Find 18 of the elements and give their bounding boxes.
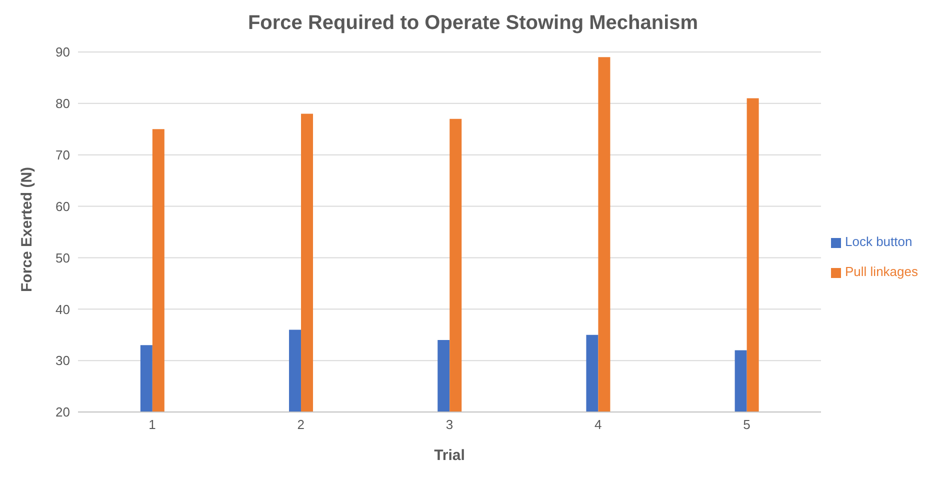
y-axis-title: Force Exerted (N)	[18, 166, 36, 292]
legend-label: Pull linkages	[845, 264, 918, 279]
y-tick-label: 60	[56, 198, 70, 214]
x-tick-label: 2	[297, 417, 305, 432]
y-tick-label: 30	[56, 353, 70, 368]
x-tick-label: 3	[446, 417, 454, 432]
y-tick-label: 80	[56, 96, 70, 112]
y-tick-label: 20	[56, 404, 70, 420]
x-axis-title: Trial	[434, 447, 465, 464]
y-tick-label: 40	[56, 302, 70, 317]
x-tick-label: 4	[594, 417, 602, 432]
y-tick-label: 90	[56, 44, 70, 60]
x-tick-label: 1	[148, 417, 156, 432]
legend-label: Lock button	[845, 234, 912, 249]
y-tick-label: 50	[56, 250, 70, 266]
chart-title: Force Required to Operate Stowing Mechanism	[246, 11, 700, 36]
x-tick-label: 5	[743, 417, 750, 432]
y-tick-label: 70	[56, 147, 70, 162]
